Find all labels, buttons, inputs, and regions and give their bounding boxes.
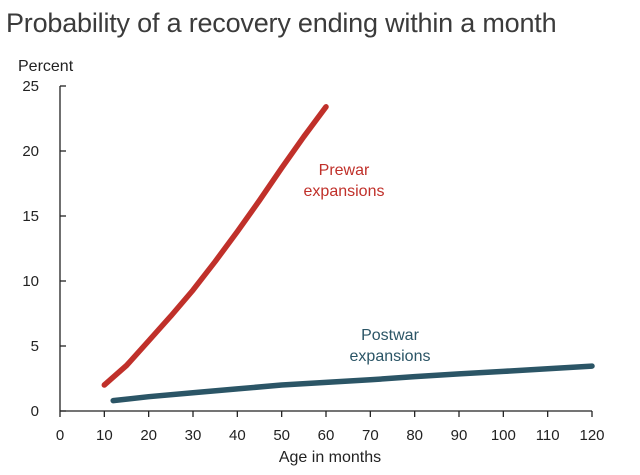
series-label-line: Postwar <box>361 327 419 344</box>
chart-title: Probability of a recovery ending within … <box>6 8 557 38</box>
x-tick-label: 10 <box>96 427 113 444</box>
series-lines <box>101 104 595 404</box>
series-label-line: Prewar <box>319 162 370 179</box>
y-tick-label: 0 <box>31 403 39 420</box>
x-tick-label: 20 <box>140 427 157 444</box>
y-tick-label: 10 <box>22 273 39 290</box>
x-tick-label: 70 <box>362 427 379 444</box>
x-axis-label: Age in months <box>279 449 381 466</box>
series-label-prewar-expansions: Prewar expansions <box>304 162 385 200</box>
x-tick-label: 60 <box>318 427 335 444</box>
series-label-line: expansions <box>304 183 385 200</box>
x-tick-label: 50 <box>273 427 290 444</box>
series-label-postwar-expansions: Postwar expansions <box>350 327 431 365</box>
x-tick-label: 120 <box>579 427 604 444</box>
series-line-prewar-expansions <box>101 104 329 388</box>
x-tick-label: 90 <box>451 427 468 444</box>
y-tick-label: 25 <box>22 78 39 95</box>
x-tick-label: 40 <box>229 427 246 444</box>
axes: 0 5 10 15 20 25 0 10 20 30 40 50 60 70 80 90 100 110 120 <box>22 78 604 444</box>
x-tick-label: 80 <box>406 427 423 444</box>
series-label-line: expansions <box>350 348 431 365</box>
y-tick-label: 20 <box>22 143 39 160</box>
series-labels: Prewar expansions Postwar expansions <box>304 162 431 365</box>
x-tick-label: 110 <box>536 427 560 444</box>
x-tick-label: 30 <box>185 427 202 444</box>
x-tick-label: 0 <box>56 427 64 444</box>
series-line-postwar-expansions <box>110 363 595 404</box>
y-tick-label: 5 <box>31 338 39 355</box>
y-tick-label: 15 <box>22 208 39 225</box>
y-axis-label: Percent <box>18 58 74 75</box>
x-tick-label: 100 <box>491 427 516 444</box>
